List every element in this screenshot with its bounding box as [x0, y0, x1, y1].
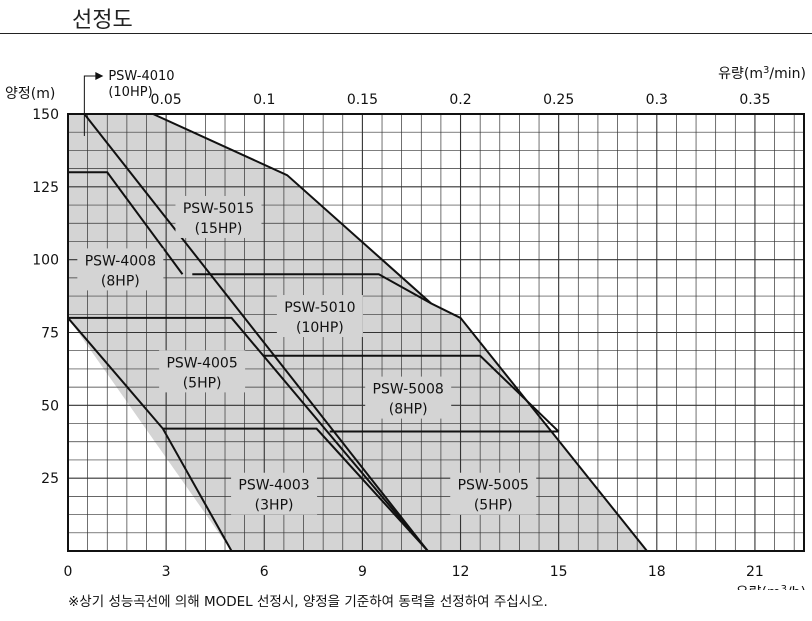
curve-5 [264, 354, 560, 433]
footnote: ※상기 성능곡선에 의해 MODEL 선정시, 양정을 기준하여 동력을 선정하… [68, 594, 548, 610]
x-tick-label-top: 0.3 [646, 92, 668, 108]
x-tick-label-top: 0.2 [449, 92, 471, 108]
frame-layer [67, 113, 805, 552]
model-label-layer: PSW-4010(10HP)PSW-5015(15HP)PSW-4008(8HP… [77, 69, 537, 515]
x-tick-label-bottom: 12 [452, 564, 470, 580]
curve-7 [162, 427, 429, 552]
y-axis-label: 양정(m) [5, 86, 55, 102]
model-label-backing [365, 376, 452, 419]
model-label-name: PSW-4010 [108, 69, 174, 84]
model-label-name: PSW-4008 [85, 253, 156, 269]
model-label-backing [77, 248, 164, 291]
x-tick-label-bottom: 6 [260, 564, 269, 580]
model-label-name: PSW-4003 [238, 478, 309, 494]
pump-selection-chart: PSW-4010(10HP)PSW-5015(15HP)PSW-4008(8HP… [5, 65, 806, 590]
x-tick-label-bottom: 18 [648, 564, 666, 580]
x-axis-label-top: 유량(m3/min) [718, 65, 806, 82]
x-tick-label-bottom: 21 [746, 564, 764, 580]
model-label-name: PSW-5005 [458, 478, 529, 494]
model-label-name: PSW-5008 [373, 382, 444, 398]
model-label-name: PSW-5010 [284, 300, 355, 316]
x-tick-label-bottom: 9 [358, 564, 367, 580]
model-label-backing [175, 195, 262, 238]
y-tick-label: 25 [41, 471, 59, 487]
tick-label-layer: 0 3 6 9 12 15 18 21 0.05 0.1 0.15 0.2 0.25 0.3 0.35 25 5… [32, 92, 770, 580]
x-tick-label-bottom: 15 [550, 564, 568, 580]
x-tick-label-top: 0.15 [347, 92, 378, 108]
model-label-power: (5HP) [474, 498, 513, 514]
model-label-power: (15HP) [195, 221, 243, 237]
model-label-power: (5HP) [183, 375, 222, 391]
y-tick-label: 50 [41, 398, 59, 414]
curve-0 [83, 113, 429, 552]
model-label-power: (10HP) [296, 320, 344, 336]
x-tick-label-bottom: 0 [64, 564, 73, 580]
model-label-backing [159, 350, 246, 393]
model-label-backing [276, 295, 363, 338]
curve-layer [67, 113, 648, 552]
x-tick-label-top: 0.05 [151, 92, 182, 108]
model-label-power: (8HP) [101, 273, 140, 289]
title-divider [0, 33, 812, 34]
model-label-power: (10HP) [108, 85, 152, 100]
x-axis-label-bottom: 유량(m3/h) [736, 584, 806, 590]
x-tick-label-top: 0.35 [739, 92, 770, 108]
y-tick-label: 125 [32, 180, 59, 196]
model-label-name: PSW-5015 [183, 201, 254, 217]
curve-3 [192, 273, 432, 305]
model-label-power: (8HP) [389, 402, 428, 418]
plot-frame [67, 113, 805, 552]
y-tick-label: 75 [41, 326, 59, 342]
model-label-name: PSW-4005 [166, 355, 237, 371]
callout-arrow [95, 72, 104, 80]
y-tick-label: 150 [32, 107, 59, 123]
curve-4 [68, 316, 429, 552]
model-label-backing [231, 472, 318, 515]
x-tick-label-top: 0.1 [253, 92, 275, 108]
page-title: 선정도 [72, 8, 133, 33]
callout-line [83, 75, 99, 136]
x-tick-label-bottom: 3 [162, 564, 171, 580]
y-tick-label: 100 [32, 253, 59, 269]
model-label-power: (3HP) [255, 498, 294, 514]
x-tick-label-top: 0.25 [543, 92, 574, 108]
model-label-backing [450, 472, 537, 515]
curve-2 [68, 171, 184, 275]
